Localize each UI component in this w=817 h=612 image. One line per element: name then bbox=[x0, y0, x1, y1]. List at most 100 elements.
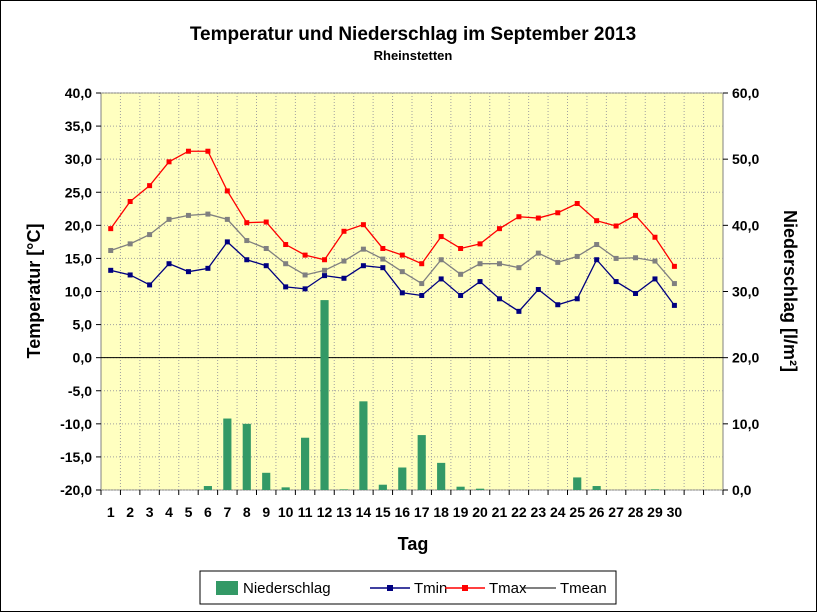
x-tick-label: 30 bbox=[667, 504, 683, 520]
right-tick-label: 0,0 bbox=[732, 482, 752, 498]
x-tick-label: 4 bbox=[165, 504, 173, 520]
point-tmean bbox=[302, 272, 308, 278]
point-tmin bbox=[458, 292, 464, 298]
point-tmin bbox=[496, 296, 502, 302]
bar-niederschlag bbox=[339, 489, 349, 490]
left-tick-label: -20,0 bbox=[60, 482, 92, 498]
x-tick-label: 10 bbox=[278, 504, 294, 520]
x-tick-label: 7 bbox=[223, 504, 231, 520]
point-tmax bbox=[594, 218, 600, 224]
right-tick-label: 30,0 bbox=[732, 284, 759, 300]
point-tmin bbox=[652, 276, 658, 282]
point-tmean bbox=[322, 267, 328, 273]
left-tick-label: 5,0 bbox=[73, 317, 93, 333]
legend-swatch-niederschlag bbox=[216, 581, 238, 595]
bar-niederschlag bbox=[262, 472, 271, 490]
x-tick-label: 24 bbox=[550, 504, 566, 520]
point-tmax bbox=[147, 183, 153, 189]
point-tmax bbox=[555, 210, 561, 216]
point-tmean bbox=[419, 281, 425, 287]
point-tmin bbox=[283, 284, 289, 290]
point-tmean bbox=[399, 269, 405, 275]
x-tick-label: 19 bbox=[453, 504, 469, 520]
point-tmean bbox=[205, 211, 211, 217]
bar-niederschlag bbox=[437, 462, 446, 490]
right-tick-label: 10,0 bbox=[732, 416, 759, 432]
point-tmean bbox=[127, 241, 133, 247]
right-tick-label: 40,0 bbox=[732, 217, 759, 233]
x-tick-label: 13 bbox=[336, 504, 352, 520]
point-tmean bbox=[224, 216, 230, 222]
point-tmean bbox=[185, 212, 191, 218]
point-tmin bbox=[302, 286, 308, 292]
point-tmean bbox=[652, 258, 658, 264]
left-tick-label: 10,0 bbox=[65, 284, 92, 300]
point-tmean bbox=[108, 247, 114, 253]
line-tmax bbox=[110, 150, 675, 267]
x-tick-label: 8 bbox=[243, 504, 251, 520]
point-tmean bbox=[613, 255, 619, 261]
x-tick-label: 28 bbox=[628, 504, 644, 520]
point-tmean bbox=[244, 238, 250, 244]
point-tmax bbox=[458, 245, 464, 251]
point-tmax bbox=[205, 148, 211, 154]
point-tmean bbox=[438, 257, 444, 263]
point-tmax bbox=[283, 242, 289, 248]
x-axis-ticks: 1 2 3 4 5 6 7 8 9 10 11 12 13 14 15 16 17 18 19 20 21 22 23 24 2… bbox=[100, 490, 724, 520]
point-tmean bbox=[341, 258, 347, 264]
bar-niederschlag bbox=[320, 300, 329, 490]
right-tick-label: 50,0 bbox=[732, 151, 759, 167]
point-tmin bbox=[516, 308, 522, 314]
point-tmin bbox=[419, 292, 425, 298]
left-axis-ticks: 40,0 35,0 30,0 25,0 20,0 15,0 10,0 5,0 0,0 -5,0 -1… bbox=[60, 85, 101, 498]
x-tick-label: 1 bbox=[107, 504, 115, 520]
point-tmean bbox=[496, 261, 502, 267]
point-tmin bbox=[613, 279, 619, 285]
point-tmax bbox=[477, 241, 483, 247]
x-tick-label: 15 bbox=[375, 504, 391, 520]
point-tmax bbox=[652, 234, 658, 240]
point-tmean bbox=[555, 259, 561, 265]
x-tick-label: 18 bbox=[433, 504, 449, 520]
x-tick-label: 9 bbox=[262, 504, 270, 520]
point-tmin bbox=[477, 279, 483, 285]
x-tick-label: 3 bbox=[146, 504, 154, 520]
point-tmean bbox=[166, 216, 172, 222]
line-tmin bbox=[110, 240, 675, 313]
x-tick-label: 27 bbox=[608, 504, 624, 520]
point-tmax bbox=[322, 257, 328, 263]
point-tmin bbox=[147, 282, 153, 288]
point-tmean bbox=[147, 232, 153, 238]
legend-label-tmax: Tmax bbox=[489, 580, 527, 597]
point-tmax bbox=[127, 199, 133, 205]
bar-niederschlag bbox=[592, 486, 601, 490]
legend: Niederschlag Tmin Tmax Tmean bbox=[199, 570, 617, 605]
point-tmax bbox=[613, 223, 619, 229]
point-tmax bbox=[574, 200, 580, 206]
x-axis-title: Tag bbox=[398, 534, 429, 554]
point-tmin bbox=[108, 267, 114, 273]
point-tmin bbox=[166, 261, 172, 267]
x-tick-label: 26 bbox=[589, 504, 605, 520]
point-tmax bbox=[496, 226, 502, 232]
legend-label-niederschlag: Niederschlag bbox=[243, 580, 331, 597]
left-tick-label: -15,0 bbox=[60, 449, 92, 465]
x-tick-label: 21 bbox=[492, 504, 508, 520]
bar-niederschlag bbox=[417, 435, 426, 490]
legend-label-tmean: Tmean bbox=[560, 580, 607, 597]
point-tmax bbox=[419, 261, 425, 267]
point-tmin bbox=[399, 290, 405, 296]
point-tmean bbox=[263, 245, 269, 251]
point-tmax bbox=[341, 228, 347, 234]
point-tmax bbox=[438, 234, 444, 240]
legend-marker-tmax bbox=[462, 585, 468, 591]
bar-niederschlag bbox=[650, 489, 660, 490]
bar-niederschlag bbox=[398, 467, 407, 490]
point-tmax bbox=[535, 215, 541, 221]
left-tick-label: 25,0 bbox=[65, 184, 92, 200]
point-tmax bbox=[166, 159, 172, 165]
point-tmin bbox=[224, 239, 230, 245]
bar-niederschlag bbox=[359, 401, 368, 490]
x-tick-label: 25 bbox=[569, 504, 585, 520]
point-tmean bbox=[574, 253, 580, 259]
